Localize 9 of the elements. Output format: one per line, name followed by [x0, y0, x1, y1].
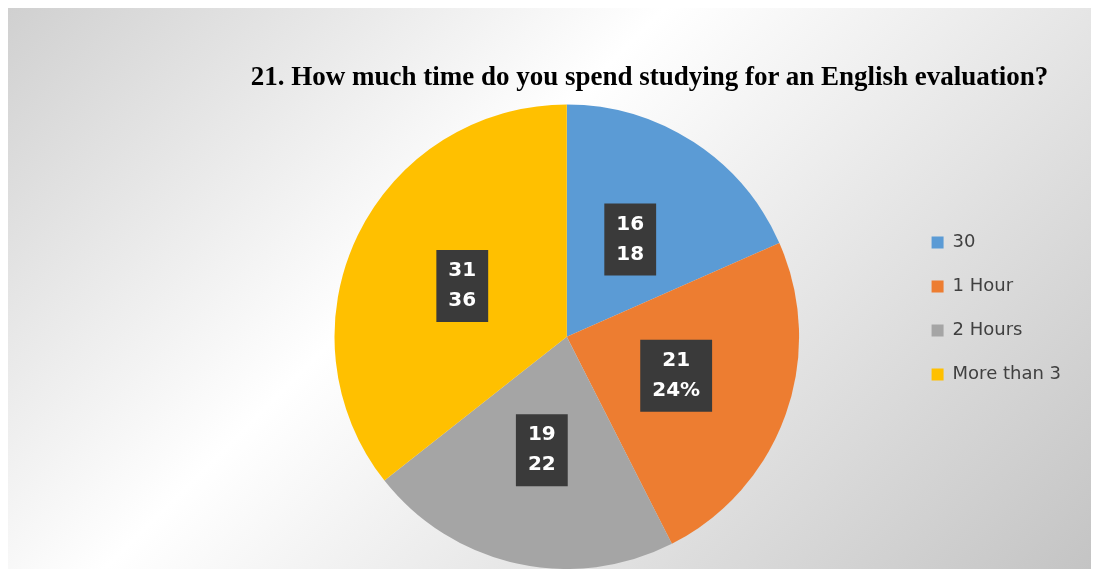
data-label: 19 22	[527, 421, 556, 476]
legend-label: 30	[952, 230, 976, 252]
legend-label: 1 Hour	[952, 274, 1014, 296]
legend-label: More than 3	[952, 362, 1061, 384]
data-label: 31 36	[448, 257, 477, 312]
data-label: 21 24%	[652, 346, 701, 401]
data-label: 16 18	[616, 210, 645, 265]
legend-label: 2 Hours	[952, 318, 1023, 340]
chart-title: 21. How much time do you spend studying for an English evaluation?	[250, 61, 1049, 92]
